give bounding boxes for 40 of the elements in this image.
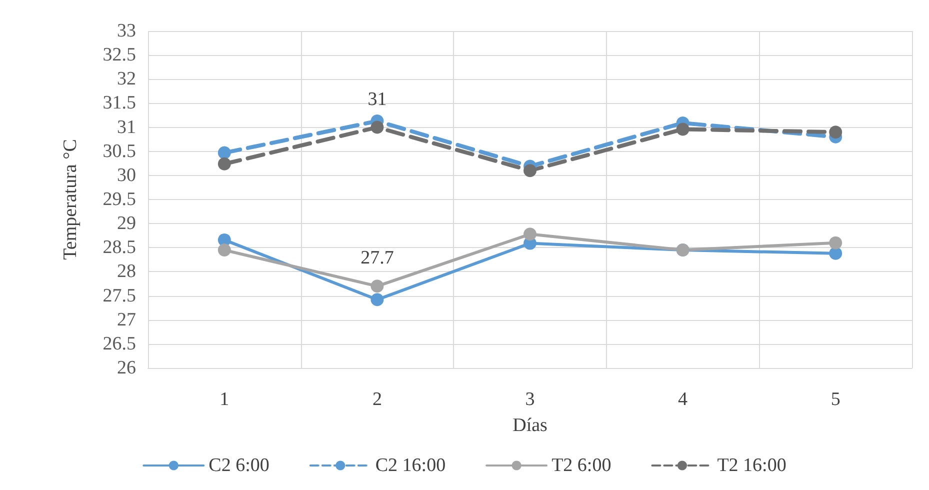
y-tick-label: 27: [117, 309, 136, 330]
x-tick-label: 5: [830, 389, 840, 410]
point: [829, 236, 842, 250]
x-axis-title: Días: [512, 415, 548, 436]
y-tick-label: 26: [117, 358, 136, 378]
point: [524, 164, 536, 178]
data-label: 27.7: [360, 248, 394, 269]
point: [524, 228, 536, 241]
x-tick-label: 2: [372, 389, 382, 410]
data-label: 31: [368, 88, 387, 110]
legend-label: C2 16:00: [375, 455, 446, 476]
y-axis-title: Temperatura °C: [60, 139, 81, 260]
point: [218, 244, 231, 257]
y-tick-label: 28: [117, 261, 136, 282]
y-tick-label: 30.5: [102, 140, 136, 162]
point: [829, 126, 842, 139]
x-tick-label: 4: [678, 389, 688, 410]
y-tick-label: 27.5: [102, 285, 136, 306]
y-tick-label: 31.5: [102, 92, 136, 114]
y-tick-label: 31: [117, 116, 136, 138]
y-tick-label: 32.5: [102, 44, 136, 66]
legend-label: T2 6:00: [552, 455, 612, 476]
point: [370, 293, 384, 306]
x-tick-label: 1: [220, 389, 230, 410]
point: [370, 120, 384, 134]
point: [370, 280, 384, 293]
point: [676, 122, 690, 136]
point: [218, 146, 231, 160]
y-tick-label: 28.5: [102, 237, 136, 258]
y-tick-label: 33: [117, 20, 136, 42]
y-tick-label: 32: [117, 68, 136, 90]
point: [829, 246, 842, 260]
y-tick-label: 29: [117, 213, 136, 234]
legend-label: T2 16:00: [717, 455, 786, 476]
x-tick-label: 3: [525, 389, 535, 410]
point: [218, 157, 231, 170]
legend-label: C2 6:00: [208, 455, 270, 476]
y-tick-label: 26.5: [102, 333, 136, 354]
y-tick-label: 30: [117, 164, 136, 186]
y-tick-label: 29.5: [102, 189, 136, 210]
